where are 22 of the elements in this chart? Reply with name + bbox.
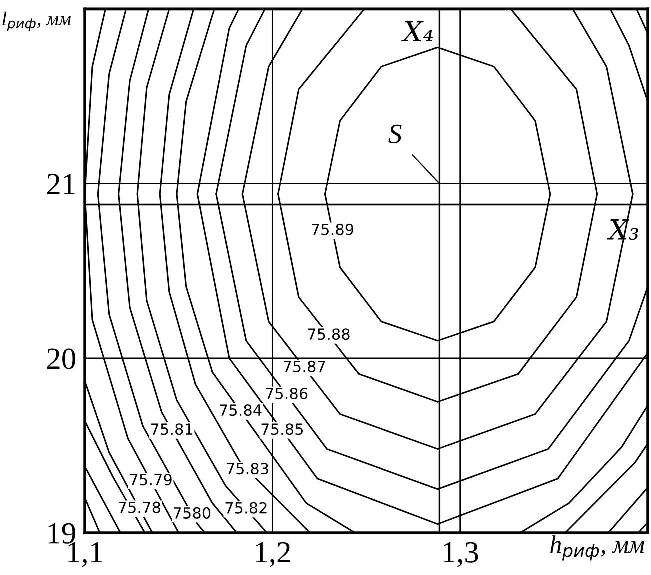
- annotation: 75.78: [119, 502, 160, 514]
- y-tick-label: 20: [47, 348, 76, 370]
- annotation: 75.83: [227, 463, 268, 475]
- annotation: 75.85: [262, 424, 303, 436]
- annotation: 75.88: [308, 328, 350, 340]
- ref-line-label: X₄: [401, 21, 433, 42]
- annotation: 7580: [174, 507, 211, 519]
- annotation: 75.89: [312, 224, 354, 236]
- y-tick-label: 21: [47, 174, 75, 194]
- annotation: 75.82: [226, 502, 267, 514]
- annotation: 75.81: [151, 424, 193, 436]
- x-axis-title: h$_{риф}$, мм: [550, 536, 644, 561]
- x-tick-label: 1,2: [256, 542, 290, 568]
- x-tick-label: 1,3: [444, 542, 478, 568]
- annotation: 75.79: [130, 474, 172, 486]
- annotation: 75.87: [284, 360, 326, 372]
- x-tick-label: 1,1: [68, 542, 102, 568]
- annotation: 75.84: [220, 404, 262, 416]
- y-tick-label: 19: [48, 523, 76, 544]
- annotation: 75.86: [266, 388, 308, 400]
- annotation: S: [388, 124, 402, 144]
- y-axis-title: l$_{риф}$, мм: [2, 12, 71, 32]
